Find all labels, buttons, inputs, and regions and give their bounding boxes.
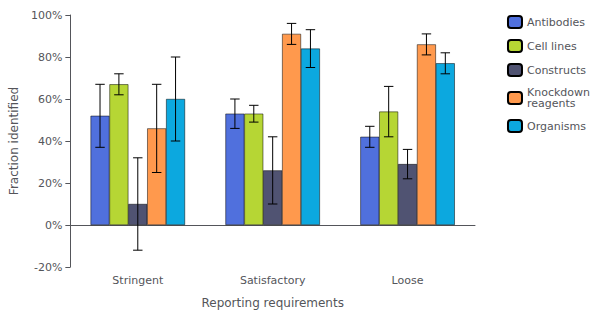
svg-text:Stringent: Stringent xyxy=(112,274,164,287)
svg-text:-20%: -20% xyxy=(34,261,62,274)
svg-text:Satisfactory: Satisfactory xyxy=(240,274,306,287)
svg-text:100%: 100% xyxy=(31,9,62,22)
svg-text:Organisms: Organisms xyxy=(527,120,586,133)
svg-text:Antibodies: Antibodies xyxy=(527,16,585,29)
svg-text:Constructs: Constructs xyxy=(527,64,586,77)
svg-text:60%: 60% xyxy=(38,93,62,106)
svg-text:80%: 80% xyxy=(38,51,62,64)
svg-text:20%: 20% xyxy=(38,177,62,190)
svg-text:40%: 40% xyxy=(38,135,62,148)
svg-text:Reporting requirements: Reporting requirements xyxy=(201,296,343,310)
svg-text:Knockdown: Knockdown xyxy=(527,86,590,99)
svg-text:Fraction identified: Fraction identified xyxy=(7,87,21,195)
svg-text:Loose: Loose xyxy=(392,274,424,287)
svg-text:Cell lines: Cell lines xyxy=(527,40,577,53)
svg-text:reagents: reagents xyxy=(527,97,576,110)
svg-text:0%: 0% xyxy=(45,219,62,232)
